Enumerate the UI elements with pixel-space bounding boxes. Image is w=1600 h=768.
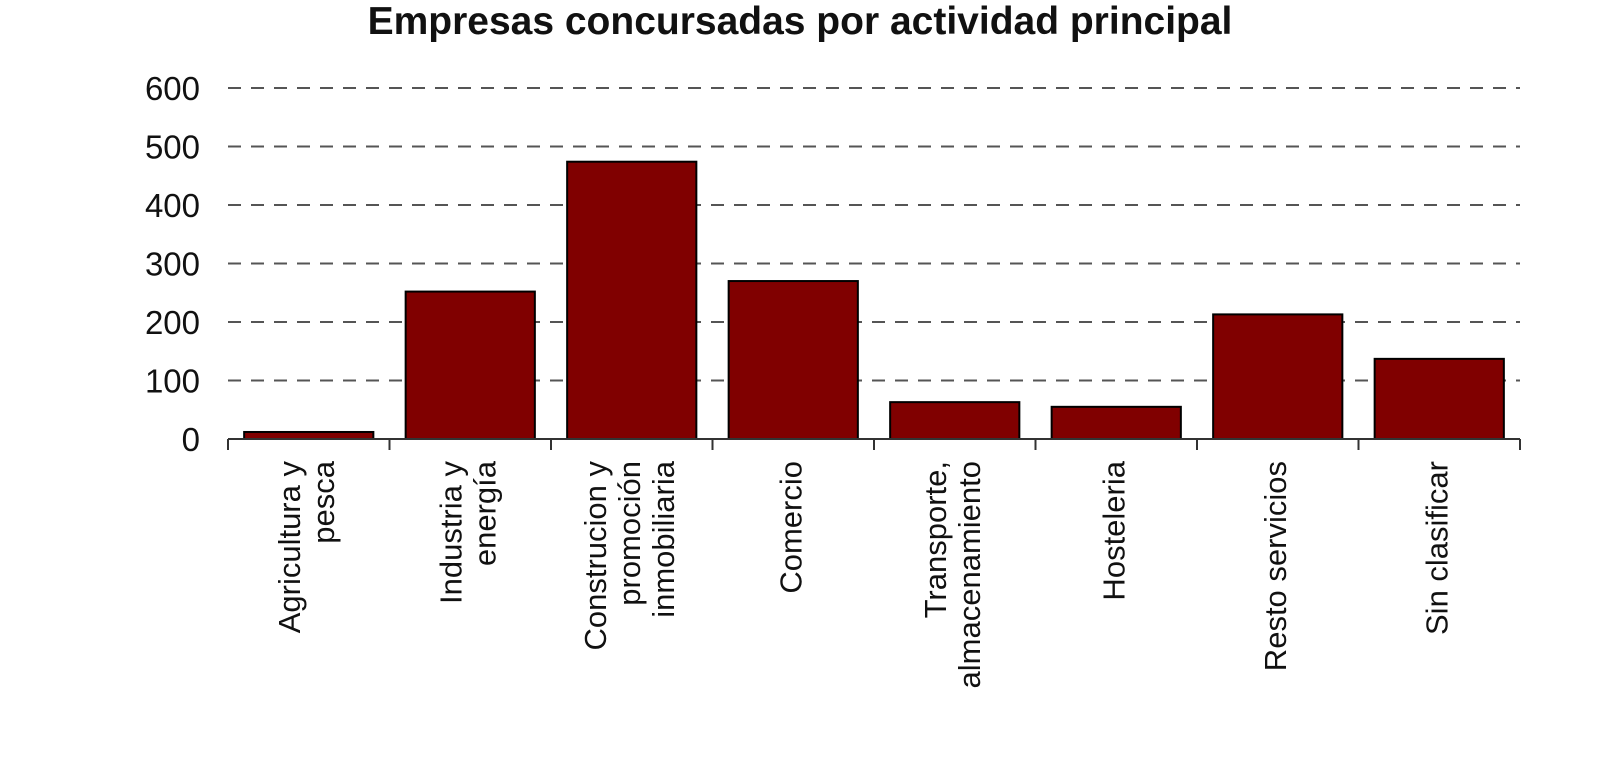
bars	[243, 160, 1505, 441]
category-label-line: Sin clasificar	[1419, 461, 1454, 635]
category-label-line: Transporte,	[918, 461, 953, 618]
y-tick-label: 600	[145, 70, 200, 107]
category-label-line: energía	[467, 460, 502, 566]
bar	[889, 401, 1021, 440]
category-label-line: Industria y	[433, 461, 468, 605]
y-tick-label: 100	[145, 363, 200, 400]
category-label: Agricultura ypesca	[272, 460, 341, 633]
bar	[243, 430, 375, 441]
category-label: Sin clasificar	[1419, 461, 1454, 635]
y-tick-label: 200	[145, 304, 200, 341]
category-label-line: Construcion y	[578, 461, 613, 651]
y-tick-label: 0	[182, 421, 200, 458]
category-label-line: promoción	[612, 461, 647, 606]
category-label-line: Agricultura y	[272, 461, 307, 634]
category-label-line: almacenamiento	[952, 461, 987, 688]
category-label: Transporte,almacenamiento	[918, 461, 987, 688]
bar	[1050, 405, 1182, 441]
bar	[1212, 313, 1344, 440]
y-tick-label: 400	[145, 187, 200, 224]
y-axis-tick-labels: 0 100 200 300 400 500 600	[145, 70, 200, 458]
bar	[566, 160, 698, 441]
bar	[404, 290, 536, 440]
category-label-line: pesca	[306, 460, 341, 543]
category-label-line: Resto servicios	[1258, 461, 1293, 671]
category-label-line: Hosteleria	[1096, 460, 1131, 600]
category-labels: Agricultura ypesca Industria yenergía Cons…	[272, 460, 1455, 688]
category-label: Industria yenergía	[433, 460, 502, 604]
x-axis	[227, 438, 1521, 450]
category-label-line: inmobiliaria	[646, 460, 681, 618]
category-label: Construcion ypromocióninmobiliaria	[578, 460, 681, 650]
chart-title: Empresas concursadas por actividad princ…	[367, 0, 1233, 43]
category-label: Resto servicios	[1258, 461, 1293, 671]
bar	[1373, 357, 1505, 441]
bar	[727, 280, 859, 440]
category-label: Comercio	[773, 461, 808, 594]
category-label-line: Comercio	[773, 461, 808, 594]
y-tick-label: 300	[145, 246, 200, 283]
category-label: Hosteleria	[1096, 460, 1131, 600]
y-tick-label: 500	[145, 129, 200, 166]
